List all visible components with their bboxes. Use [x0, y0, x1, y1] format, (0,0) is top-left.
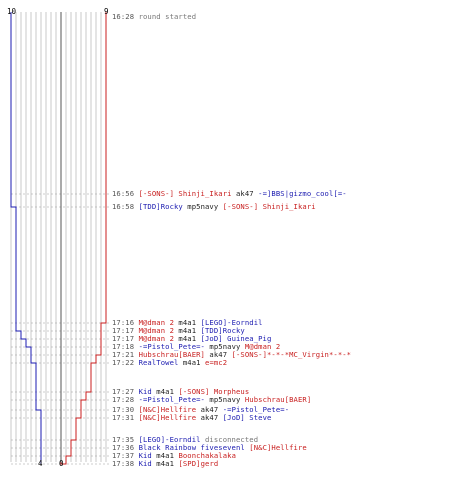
log-row: 17:38 Kid m4a1 [SPD]gerd: [112, 459, 218, 468]
event-text: ak47: [196, 405, 223, 414]
log-row: 17:31 [N&C]Hellfire ak47 [JoD] Steve: [112, 413, 271, 422]
event-text: -=Pistol_Pete=-: [222, 405, 290, 414]
log-row: 17:22 RealTowel m4a1 e=mc2: [112, 358, 227, 367]
event-time: 17:36: [112, 443, 139, 452]
event-time: 17:22: [112, 358, 139, 367]
event-text: round started: [138, 12, 197, 21]
event-text: [N&C]Hellfire: [138, 413, 197, 422]
event-time: 17:18: [112, 342, 139, 351]
log-row: 17:37 Kid m4a1 Boonchakalaka: [112, 451, 236, 460]
event-text: M@dman 2: [244, 342, 281, 351]
red-end-count: 0: [59, 459, 64, 468]
player-count-gridlines: [10, 12, 107, 462]
log-row: 17:35 [LEGO]-Eorndil disconnected: [112, 435, 258, 444]
event-text: -=Pistol_Pete=-: [138, 395, 205, 404]
log-row: 17:17 M@dman 2 m4a1 [TDD]Rocky: [112, 326, 245, 335]
event-text: m4a1: [151, 459, 179, 468]
event-text: m4a1: [174, 334, 201, 343]
log-row: 16:58 [TDD]Rocky mp5navy [-SONS-] Shinji…: [112, 202, 316, 211]
event-text: [N&C]Hellfire: [249, 443, 307, 452]
event-time: 17:28: [112, 395, 139, 404]
log-row: 17:21 Hubschrau[BAER] ak47 [-SONS-]*-*-*…: [112, 350, 351, 359]
event-time: 17:17: [112, 334, 139, 343]
event-text: [-SONS-] Shinji_Ikari: [138, 189, 232, 198]
event-text: [-SONS] Morpheus: [178, 387, 250, 396]
event-time: 16:56: [112, 189, 139, 198]
log-row: 17:30 [N&C]Hellfire ak47 -=Pistol_Pete=-: [112, 405, 289, 414]
event-text: ak47: [231, 189, 259, 198]
event-time: 17:37: [112, 451, 139, 460]
event-text: -=Pistol_Pete=-: [138, 342, 205, 351]
event-text: ak47: [196, 413, 223, 422]
event-text: m4a1: [151, 451, 179, 460]
event-text: [LEGO]-Eorndil: [138, 435, 201, 444]
event-text: Hubschrau[BAER]: [244, 395, 312, 404]
log-row: 16:28 round started: [112, 12, 196, 21]
event-text: m4a1: [151, 387, 179, 396]
event-time: 17:31: [112, 413, 139, 422]
event-text: m4a1: [174, 318, 201, 327]
event-text: m4a1: [178, 358, 206, 367]
event-text: -=]BBS|gizmo_cool[=-: [258, 189, 347, 198]
event-text: disconnected: [200, 435, 259, 444]
event-text: Black Rainbow fivesevenl: [138, 443, 245, 452]
event-text: m4a1: [174, 326, 201, 335]
event-time: 17:27: [112, 387, 139, 396]
event-time: 17:35: [112, 435, 139, 444]
event-text: [SPD]gerd: [178, 459, 219, 468]
event-text: Boonchakalaka: [178, 451, 237, 460]
event-text: M@dman 2: [138, 326, 174, 335]
event-text: mp5navy: [205, 342, 245, 351]
event-text: [-SONS-] Shinji_Ikari: [222, 202, 316, 211]
event-text: mp5navy: [182, 202, 223, 211]
event-text: [JoD] Steve: [222, 413, 272, 422]
log-row: 17:27 Kid m4a1 [-SONS] Morpheus: [112, 387, 249, 396]
red-team-alive-line: [60, 12, 107, 465]
log-row: 17:36 Black Rainbow fivesevenl [N&C]Hell…: [112, 443, 307, 452]
event-text: mp5navy: [205, 395, 245, 404]
log-row: 16:56 [-SONS-] Shinji_Ikari ak47 -=]BBS|…: [112, 189, 347, 198]
event-time: 16:28: [112, 12, 139, 21]
event-text: Hubschrau[BAER]: [138, 350, 205, 359]
event-text: [LEGO]-Eorndil: [200, 318, 263, 327]
log-row: 17:16 M@dman 2 m4a1 [LEGO]-Eorndil: [112, 318, 263, 327]
log-row: 17:28 -=Pistol_Pete=- mp5navy Hubschrau[…: [112, 395, 311, 404]
event-text: [-SONS-]*-*-*MC_Virgin*-*-*: [231, 350, 352, 359]
event-text: [TDD]Rocky: [200, 326, 245, 335]
event-time: 16:58: [112, 202, 139, 211]
event-text: Kid: [138, 459, 152, 468]
event-text: RealTowel: [138, 358, 179, 367]
event-time: 17:21: [112, 350, 139, 359]
event-time: 17:16: [112, 318, 139, 327]
log-row: 17:17 M@dman 2 m4a1 [JoD] Guinea_Pig: [112, 334, 271, 343]
event-text: [N&C]Hellfire: [138, 405, 197, 414]
red-start-count: 9: [104, 7, 109, 16]
event-text: ak47: [205, 350, 232, 359]
log-row: 17:18 -=Pistol_Pete=- mp5navy M@dman 2: [112, 342, 280, 351]
blue-team-alive-line: [10, 12, 42, 464]
blue-start-count: 10: [7, 7, 17, 16]
event-text: M@dman 2: [138, 318, 174, 327]
event-text: [JoD] Guinea_Pig: [200, 334, 272, 343]
event-time: 17:17: [112, 326, 139, 335]
event-text: Kid: [138, 387, 152, 396]
event-time: 17:30: [112, 405, 139, 414]
event-text: M@dman 2: [138, 334, 174, 343]
blue-end-count: 4: [38, 459, 43, 468]
event-time: 17:38: [112, 459, 139, 468]
event-text: e=mc2: [205, 358, 228, 367]
event-text: Kid: [138, 451, 152, 460]
event-text: [TDD]Rocky: [138, 202, 183, 211]
